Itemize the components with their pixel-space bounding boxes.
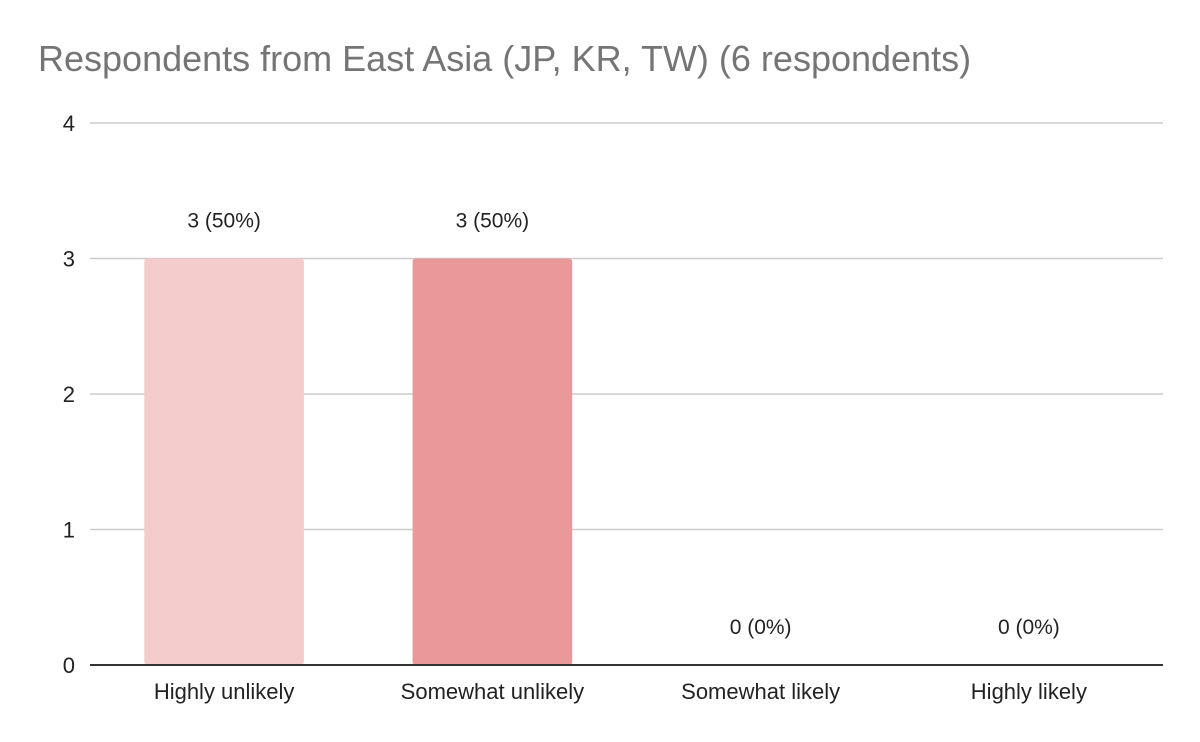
bars <box>144 258 573 665</box>
x-tick-label: Somewhat unlikely <box>401 679 584 704</box>
x-axis-ticks: Highly unlikely Somewhat unlikely Somewhat… <box>154 679 1087 704</box>
bar-data-label: 3 (50%) <box>187 210 261 233</box>
x-tick-label: Highly likely <box>971 679 1087 704</box>
bar-data-label: 3 (50%) <box>456 210 530 233</box>
y-tick-label: 0 <box>63 653 75 678</box>
chart-title: Respondents from East Asia (JP, KR, TW) … <box>38 38 972 79</box>
bar-data-label: 0 (0%) <box>998 616 1060 639</box>
bar-data-labels: 3 (50%) 3 (50%) 0 (0%) 0 (0%) <box>187 210 1059 640</box>
x-tick-label: Somewhat likely <box>681 679 840 704</box>
y-tick-label: 2 <box>63 382 75 407</box>
y-tick-label: 4 <box>63 111 75 136</box>
x-tick-label: Highly unlikely <box>154 679 295 704</box>
bar <box>144 258 304 665</box>
bar <box>412 258 573 665</box>
bar-data-label: 0 (0%) <box>730 616 792 639</box>
y-tick-label: 1 <box>63 518 75 543</box>
y-tick-label: 3 <box>63 247 75 272</box>
y-axis-ticks: 0 1 2 3 4 <box>63 111 75 678</box>
